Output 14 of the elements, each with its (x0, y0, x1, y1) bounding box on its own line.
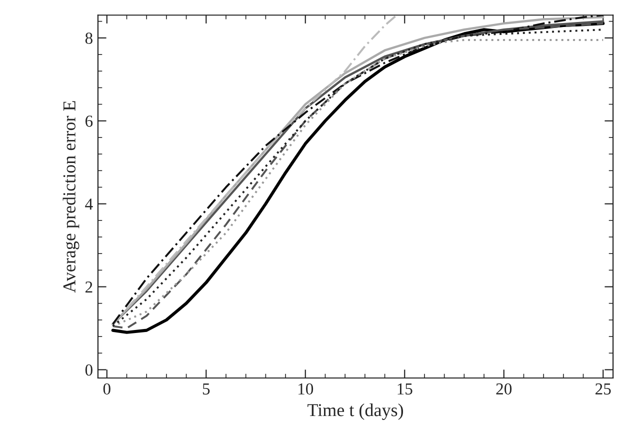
x-tick-label: 5 (202, 384, 210, 395)
x-axis-title: Time t (days) (308, 404, 404, 420)
y-tick-label: 6 (85, 116, 93, 127)
y-tick-label: 2 (85, 282, 92, 293)
x-tick-label: 25 (596, 383, 611, 395)
x-tick-label: 20 (496, 383, 512, 395)
line-series (112, 15, 398, 326)
y-tick-label: 8 (85, 32, 92, 44)
x-tick-label: 15 (398, 383, 412, 395)
y-tick-label: 0 (85, 364, 92, 376)
x-tick-label: 10 (298, 383, 314, 395)
y-axis-title: Average prediction error E (62, 101, 80, 293)
y-tick-label: 4 (85, 198, 93, 210)
x-tick-label: 0 (103, 383, 110, 395)
